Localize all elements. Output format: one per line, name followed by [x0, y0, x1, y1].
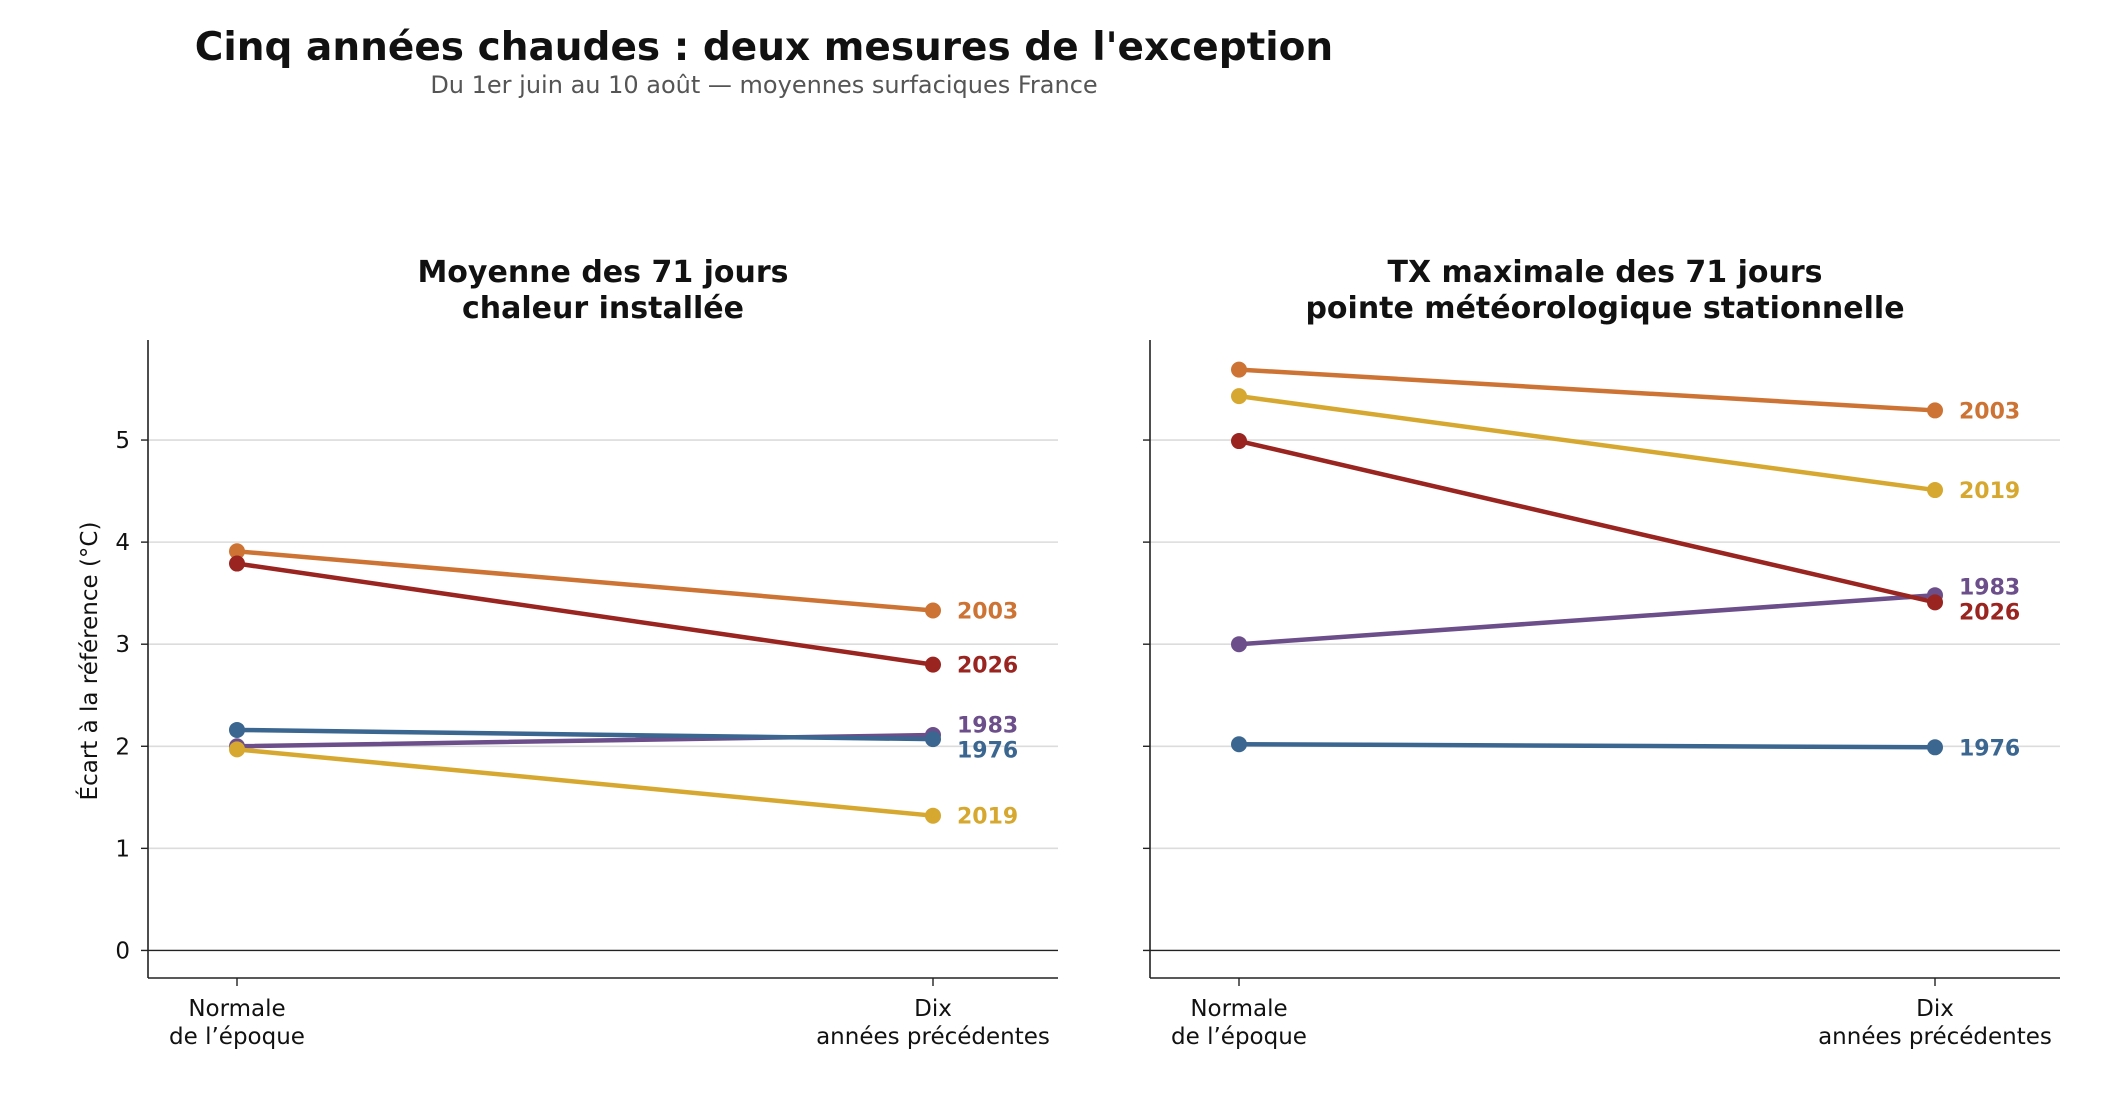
series-line-2026	[234, 561, 936, 667]
figure-title: Cinq années chaudes : deux mesures de l'…	[195, 25, 1333, 70]
x-tick-label: années précédentes	[1818, 1024, 2052, 1050]
series-line-2026	[1236, 438, 1938, 605]
series-point-1976-0	[229, 721, 245, 738]
series-label-1983: 1983	[957, 714, 1018, 739]
series-label-2026: 2026	[1959, 600, 2020, 625]
y-tick-label: 2	[115, 734, 130, 760]
panel-title-line: chaleur installée	[462, 291, 744, 326]
series-label-2026: 2026	[957, 654, 1018, 679]
series-point-2026-1	[1927, 594, 1943, 611]
y-tick-label: 0	[115, 938, 130, 964]
series-line-2003	[234, 549, 936, 613]
series-point-1983-0	[1231, 636, 1247, 653]
series-point-2003-1	[1927, 402, 1943, 419]
series-point-2026-1	[925, 656, 941, 673]
series-label-1976: 1976	[1959, 736, 2020, 761]
series-label-2003: 2003	[1959, 399, 2020, 424]
figure-subtitle: Du 1er juin au 10 août — moyennes surfac…	[430, 71, 1097, 99]
series-line-2019	[1236, 393, 1938, 493]
x-tick-label: années précédentes	[816, 1024, 1050, 1050]
x-tick-label: Dix	[914, 996, 952, 1022]
series-line-1976	[234, 727, 936, 742]
x-tick-label: Dix	[1916, 996, 1954, 1022]
x-tick-label: de l’époque	[169, 1024, 305, 1050]
x-tick-label: Normale	[1190, 996, 1287, 1022]
y-tick-label: 1	[115, 836, 130, 862]
x-tick-label: Normale	[188, 996, 285, 1022]
series-line-1983	[1236, 592, 1938, 647]
panel-title-line: TX maximale des 71 jours	[1388, 255, 1823, 290]
series-point-1976-1	[925, 731, 941, 748]
series-label-2019: 2019	[957, 805, 1018, 830]
y-tick-label: 4	[115, 530, 130, 556]
series-point-2026-0	[229, 555, 245, 572]
series-line-2019	[234, 747, 936, 818]
x-tick-label: de l’époque	[1171, 1024, 1307, 1050]
series-label-1976: 1976	[957, 739, 1018, 764]
series-point-2019-0	[1231, 388, 1247, 405]
y-tick-label: 5	[115, 428, 130, 454]
series-point-2019-1	[1927, 482, 1943, 499]
y-axis-label: Écart à la référence (°C)	[75, 522, 103, 801]
panel-title-line: Moyenne des 71 jours	[417, 255, 788, 290]
series-point-2019-1	[925, 807, 941, 824]
series-point-1976-1	[1927, 739, 1943, 756]
series-point-2026-0	[1231, 433, 1247, 450]
series-label-1983: 1983	[1959, 575, 2020, 600]
series-point-2003-0	[1231, 361, 1247, 378]
series-line-2003	[1236, 367, 1938, 413]
series-label-2003: 2003	[957, 600, 1018, 625]
panel-title-line: pointe météorologique stationnelle	[1305, 291, 1904, 326]
series-line-1976	[1236, 741, 1938, 750]
series-point-2003-1	[925, 602, 941, 619]
series-point-1976-0	[1231, 736, 1247, 753]
y-tick-label: 3	[115, 632, 130, 658]
series-point-2019-0	[229, 741, 245, 758]
series-point-2003-0	[229, 543, 245, 560]
series-label-2019: 2019	[1959, 479, 2020, 504]
